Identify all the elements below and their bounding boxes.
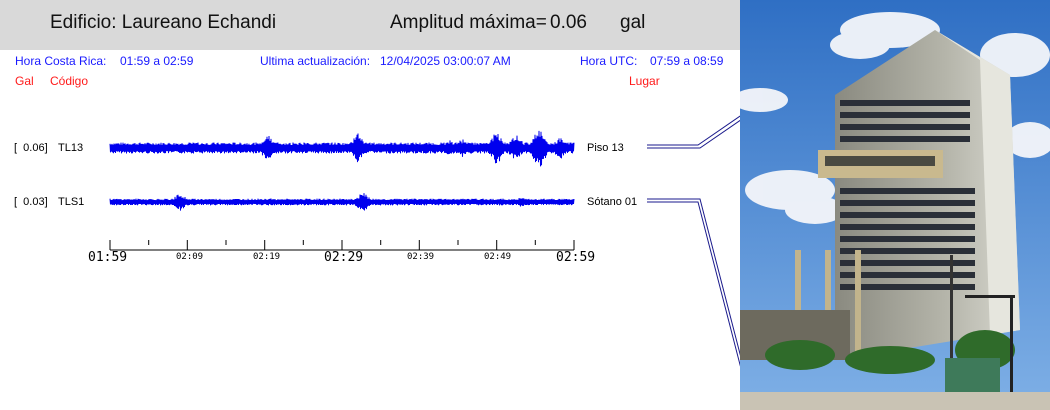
- place-column-header: Lugar: [629, 74, 660, 88]
- channel-place: Piso 13: [587, 142, 624, 154]
- time-label-major: 01:59: [88, 250, 128, 265]
- cr-time-value: 01:59 a 02:59: [120, 54, 194, 68]
- time-axis: [109, 240, 575, 251]
- seismogram-trace-tl13: [109, 130, 575, 167]
- connector-sotano-01: [647, 201, 740, 367]
- amplitude-unit: gal: [620, 12, 646, 33]
- code-column-header: Código: [50, 74, 89, 88]
- connector-piso-13: [647, 115, 740, 146]
- channel-code: TL13: [58, 142, 84, 154]
- seismogram-plot: [109, 115, 740, 367]
- traffic-arm: [965, 295, 1015, 298]
- gal-column-header: Gal: [15, 74, 34, 88]
- update-value: 12/04/2025 03:00:07 AM: [380, 54, 511, 68]
- title-bar: Edificio: Laureano Echandi Amplitud máxi…: [0, 0, 740, 50]
- utc-time-value: 07:59 a 08:59: [650, 54, 724, 68]
- time-label-minor: 02:49: [484, 252, 512, 262]
- connector-lines: [647, 115, 740, 367]
- amplitude-value: 0.06: [550, 12, 587, 33]
- seismogram-traces: [109, 130, 575, 211]
- connector-piso-13: [647, 119, 740, 149]
- kiosk: [945, 358, 1000, 393]
- channel-amplitude: [ 0.06]: [14, 142, 48, 154]
- amplitude-label: Amplitud máxima=: [390, 12, 547, 33]
- columns: [795, 250, 861, 360]
- clouds: [740, 12, 1050, 224]
- time-label-minor: 02:39: [407, 252, 435, 262]
- time-label-major: 02:59: [556, 250, 596, 265]
- utc-time-label: Hora UTC:: [580, 54, 638, 68]
- window-grid: [840, 100, 975, 290]
- time-label-minor: 02:09: [176, 252, 204, 262]
- building-name: Edificio: Laureano Echandi: [50, 12, 277, 33]
- street-lamp: [950, 255, 953, 395]
- floor-13-windows: [825, 156, 935, 166]
- connector-sotano-01: [647, 198, 740, 356]
- channel-place: Sótano 01: [587, 196, 638, 208]
- building-photo: [740, 0, 1050, 410]
- time-label-major: 02:29: [324, 250, 364, 265]
- time-label-minor: 02:19: [253, 252, 281, 262]
- update-label: Ultima actualización:: [260, 54, 371, 68]
- channel-code: TLS1: [58, 196, 85, 208]
- traffic-pole: [1010, 295, 1013, 400]
- channel-amplitude: [ 0.03]: [14, 196, 48, 208]
- sidewalk: [740, 392, 1050, 410]
- building-side: [935, 30, 1020, 335]
- seismogram-trace-tls1: [109, 193, 575, 211]
- cr-time-label: Hora Costa Rica:: [15, 54, 107, 68]
